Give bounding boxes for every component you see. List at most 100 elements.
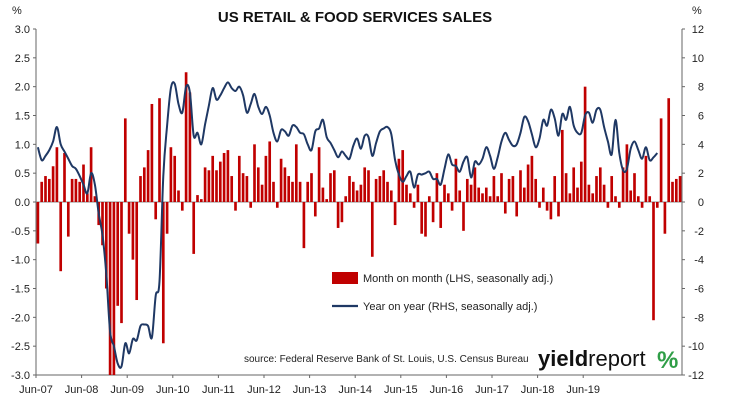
bar (47, 178, 51, 202)
bar (598, 167, 602, 202)
bar (85, 193, 89, 202)
bar (427, 196, 431, 202)
right-tick-label: 8 (698, 82, 704, 94)
bar (165, 202, 169, 234)
x-tick-label: Jun-08 (65, 384, 99, 396)
bar (386, 181, 389, 202)
bar (602, 184, 606, 202)
x-tick-label: Jun-09 (110, 384, 144, 396)
bar (351, 181, 355, 202)
bar (310, 173, 313, 202)
right-tick-label: 0 (698, 197, 704, 209)
bar (492, 176, 496, 202)
bar (564, 173, 568, 202)
bar (359, 184, 363, 202)
bar (78, 181, 82, 202)
bar (150, 103, 154, 202)
right-axis: 12 10 8 6 4 2 0 -2 -4 -6 -8 -10 -12 (682, 24, 704, 382)
x-tick-label: Jun-19 (566, 384, 600, 396)
bar (370, 202, 374, 257)
bar (241, 173, 245, 202)
bar (481, 193, 484, 202)
legend-label-bar: Month on month (LHS, seasonally adj.) (363, 273, 553, 285)
bar (477, 187, 481, 202)
brand-logo: yieldreport % (538, 346, 678, 374)
bar (583, 86, 587, 202)
bar (313, 202, 317, 217)
bar (59, 202, 63, 272)
bar (36, 202, 40, 244)
bar (108, 202, 112, 375)
left-tick-label: 3.0 (15, 24, 30, 36)
bar (196, 195, 199, 202)
left-tick-label: -2.5 (11, 341, 30, 353)
bar (519, 170, 522, 202)
bar (184, 72, 188, 202)
x-tick-label: Jun-14 (338, 384, 372, 396)
x-tick-label: Jun-12 (247, 384, 281, 396)
bar (367, 170, 370, 202)
bar (435, 173, 439, 202)
bar (256, 167, 260, 202)
bar (636, 196, 640, 202)
x-tick-label: Jun-13 (293, 384, 327, 396)
bar (66, 202, 70, 237)
bar (230, 176, 234, 202)
bar (534, 178, 538, 202)
bar (576, 187, 579, 202)
bar (192, 202, 196, 254)
bar (382, 170, 386, 202)
bar (93, 196, 97, 202)
bar (579, 161, 583, 202)
bar (587, 184, 591, 202)
bar (264, 155, 268, 202)
bar (245, 176, 249, 202)
bar (431, 202, 435, 223)
bar (234, 202, 237, 211)
bar (652, 202, 655, 321)
right-tick-label: 12 (692, 24, 704, 36)
bar (298, 181, 302, 202)
left-tick-label: -1.5 (11, 284, 30, 296)
bar (116, 202, 120, 306)
bar (378, 176, 382, 202)
bar (659, 118, 663, 202)
bar (348, 176, 351, 202)
x-tick-label: Jun-11 (202, 384, 235, 396)
bar (173, 155, 177, 202)
bar (469, 184, 473, 202)
x-tick-label: Jun-10 (156, 384, 190, 396)
bar (591, 193, 595, 202)
bar (640, 202, 644, 208)
left-tick-label: 1.0 (15, 139, 30, 151)
bar (226, 150, 230, 202)
bar (199, 199, 203, 202)
bar (55, 147, 59, 202)
right-tick-label: -4 (694, 255, 704, 267)
left-tick-label: 0.5 (15, 168, 30, 180)
bar (340, 202, 344, 223)
bar (154, 202, 158, 220)
bar (450, 202, 454, 211)
bar (127, 202, 131, 234)
bar (538, 202, 541, 208)
x-axis: Jun-07 Jun-08 Jun-09 Jun-10 Jun-11 Jun-12 Jun-… (19, 375, 600, 396)
x-tick-label: Jun-17 (475, 384, 509, 396)
bar (279, 158, 283, 202)
bar (344, 196, 348, 202)
bar (678, 176, 682, 202)
bar (317, 147, 321, 202)
bar (633, 173, 636, 202)
bar (336, 202, 340, 228)
bar (671, 181, 674, 202)
bar (139, 176, 142, 202)
bar (553, 176, 557, 202)
bar (648, 196, 652, 202)
bar (572, 167, 576, 202)
bar (203, 167, 207, 202)
line-series (36, 81, 659, 369)
x-tick-label: Jun-07 (19, 384, 53, 396)
bar (329, 173, 332, 202)
bar (74, 178, 78, 202)
bar (439, 202, 443, 228)
